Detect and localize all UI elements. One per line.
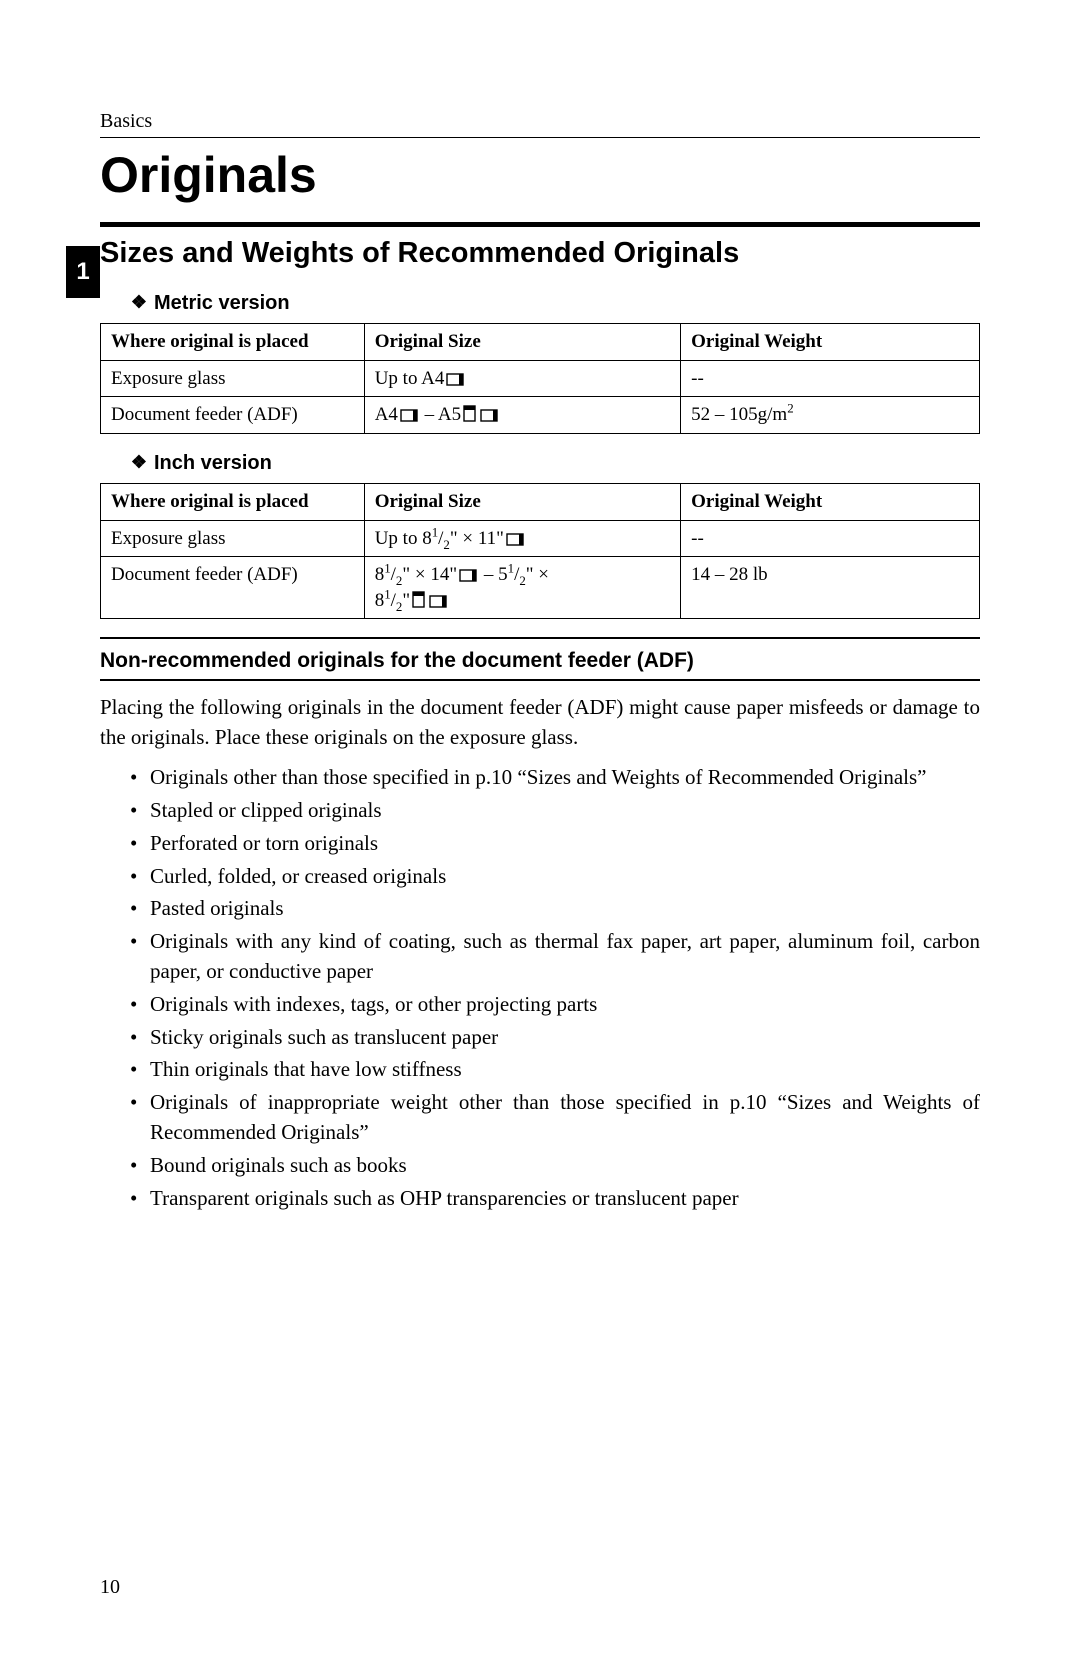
metric-heading: ❖ Metric version <box>130 292 980 315</box>
cell-weight: -- <box>681 520 980 557</box>
inch-col-0: Where original is placed <box>101 483 365 520</box>
inch-heading-text: Inch version <box>154 452 272 474</box>
size-text: Up to A4 <box>375 368 445 389</box>
cell-size: Up to A4 <box>364 360 680 397</box>
non-recommended-list: Originals other than those specified in … <box>100 763 980 1213</box>
metric-heading-text: Metric version <box>154 292 290 314</box>
metric-col-2: Original Weight <box>681 324 980 361</box>
size-text: 81/2" × 14" <box>375 564 457 585</box>
diamond-icon: ❖ <box>130 292 148 313</box>
title-rule <box>100 222 980 227</box>
landscape-icon <box>459 569 477 582</box>
subsection-rule-top <box>100 637 980 639</box>
inch-col-1: Original Size <box>364 483 680 520</box>
size-text: Up to 81/2" × 11" <box>375 528 504 549</box>
list-item: Sticky originals such as translucent pap… <box>130 1023 980 1053</box>
cell-place: Exposure glass <box>101 360 365 397</box>
table-row: Document feeder (ADF) A4 – A5 52 – 105g/… <box>101 397 980 434</box>
size-text: – A5 <box>420 404 461 425</box>
weight-text: 52 – 105g/m2 <box>691 404 794 425</box>
chapter-rule <box>100 137 980 138</box>
metric-col-1: Original Size <box>364 324 680 361</box>
cell-place: Document feeder (ADF) <box>101 557 365 619</box>
list-item: Transparent originals such as OHP transp… <box>130 1184 980 1214</box>
cell-size: Up to 81/2" × 11" <box>364 520 680 557</box>
page-title: Originals <box>100 146 980 204</box>
cell-weight: 52 – 105g/m2 <box>681 397 980 434</box>
table-row: Where original is placed Original Size O… <box>101 324 980 361</box>
inch-heading: ❖ Inch version <box>130 452 980 475</box>
list-item: Pasted originals <box>130 894 980 924</box>
metric-col-0: Where original is placed <box>101 324 365 361</box>
list-item: Originals with any kind of coating, such… <box>130 927 980 987</box>
list-item: Originals with indexes, tags, or other p… <box>130 990 980 1020</box>
landscape-icon <box>480 409 498 422</box>
landscape-icon <box>400 409 418 422</box>
page-number: 10 <box>100 1576 120 1599</box>
chapter-number-tab: 1 <box>66 246 100 298</box>
portrait-icon <box>463 405 476 422</box>
list-item: Originals of inappropriate weight other … <box>130 1088 980 1148</box>
list-item: Stapled or clipped originals <box>130 796 980 826</box>
metric-table: Where original is placed Original Size O… <box>100 323 980 434</box>
list-item: Perforated or torn originals <box>130 829 980 859</box>
table-row: Where original is placed Original Size O… <box>101 483 980 520</box>
landscape-icon <box>446 373 464 386</box>
landscape-icon <box>506 533 524 546</box>
subsection-heading: Non-recommended originals for the docume… <box>100 649 980 673</box>
subsection-rule-bottom <box>100 679 980 681</box>
intro-paragraph: Placing the following originals in the d… <box>100 693 980 753</box>
size-text: – 51/2" × <box>479 564 549 585</box>
inch-table: Where original is placed Original Size O… <box>100 483 980 620</box>
portrait-icon <box>412 591 425 608</box>
cell-place: Exposure glass <box>101 520 365 557</box>
cell-weight: 14 – 28 lb <box>681 557 980 619</box>
table-row: Exposure glass Up to 81/2" × 11" -- <box>101 520 980 557</box>
cell-size: 81/2" × 14" – 51/2" × 81/2" <box>364 557 680 619</box>
inch-col-2: Original Weight <box>681 483 980 520</box>
diamond-icon: ❖ <box>130 452 148 473</box>
document-page: Basics Originals 1 Sizes and Weights of … <box>0 0 1080 1669</box>
cell-place: Document feeder (ADF) <box>101 397 365 434</box>
cell-weight: -- <box>681 360 980 397</box>
chapter-label: Basics <box>100 110 980 133</box>
landscape-icon <box>429 595 447 608</box>
list-item: Originals other than those specified in … <box>130 763 980 793</box>
list-item: Bound originals such as books <box>130 1151 980 1181</box>
list-item: Curled, folded, or creased originals <box>130 862 980 892</box>
section-heading: Sizes and Weights of Recommended Origina… <box>100 237 980 270</box>
table-row: Document feeder (ADF) 81/2" × 14" – 51/2… <box>101 557 980 619</box>
size-text: A4 <box>375 404 398 425</box>
size-text: 81/2" <box>375 590 410 611</box>
cell-size: A4 – A5 <box>364 397 680 434</box>
list-item: Thin originals that have low stiffness <box>130 1055 980 1085</box>
table-row: Exposure glass Up to A4 -- <box>101 360 980 397</box>
